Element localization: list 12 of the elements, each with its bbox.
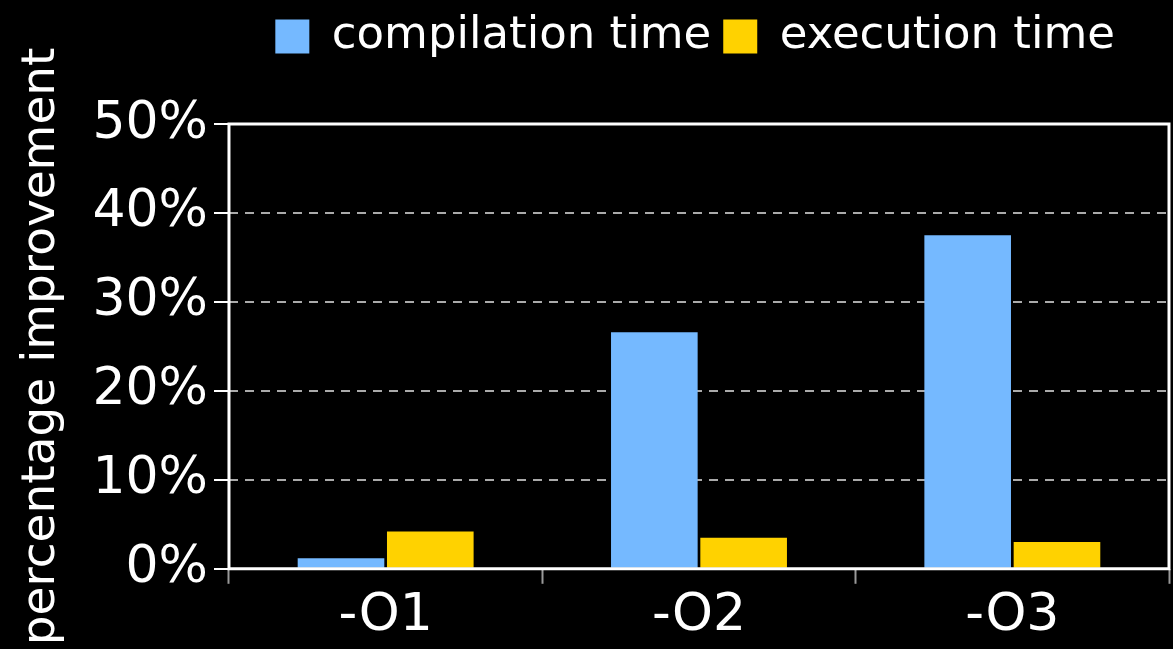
legend-label: compilation time [331, 6, 712, 60]
y-tick-label: 20% [92, 356, 208, 417]
x-tick-label: -O3 [965, 581, 1060, 642]
y-tick-label: 30% [92, 267, 208, 328]
x-tick-label: -O2 [651, 581, 747, 642]
y-tick-label: 10% [92, 445, 208, 506]
y-tick-label: 40% [92, 178, 208, 239]
y-axis-title: percentage improvement [10, 47, 66, 646]
x-tick-label: -O1 [338, 581, 433, 642]
legend-label: execution time [779, 6, 1116, 60]
y-tick-label: 50% [92, 89, 208, 150]
y-tick-label: 0% [125, 534, 208, 595]
